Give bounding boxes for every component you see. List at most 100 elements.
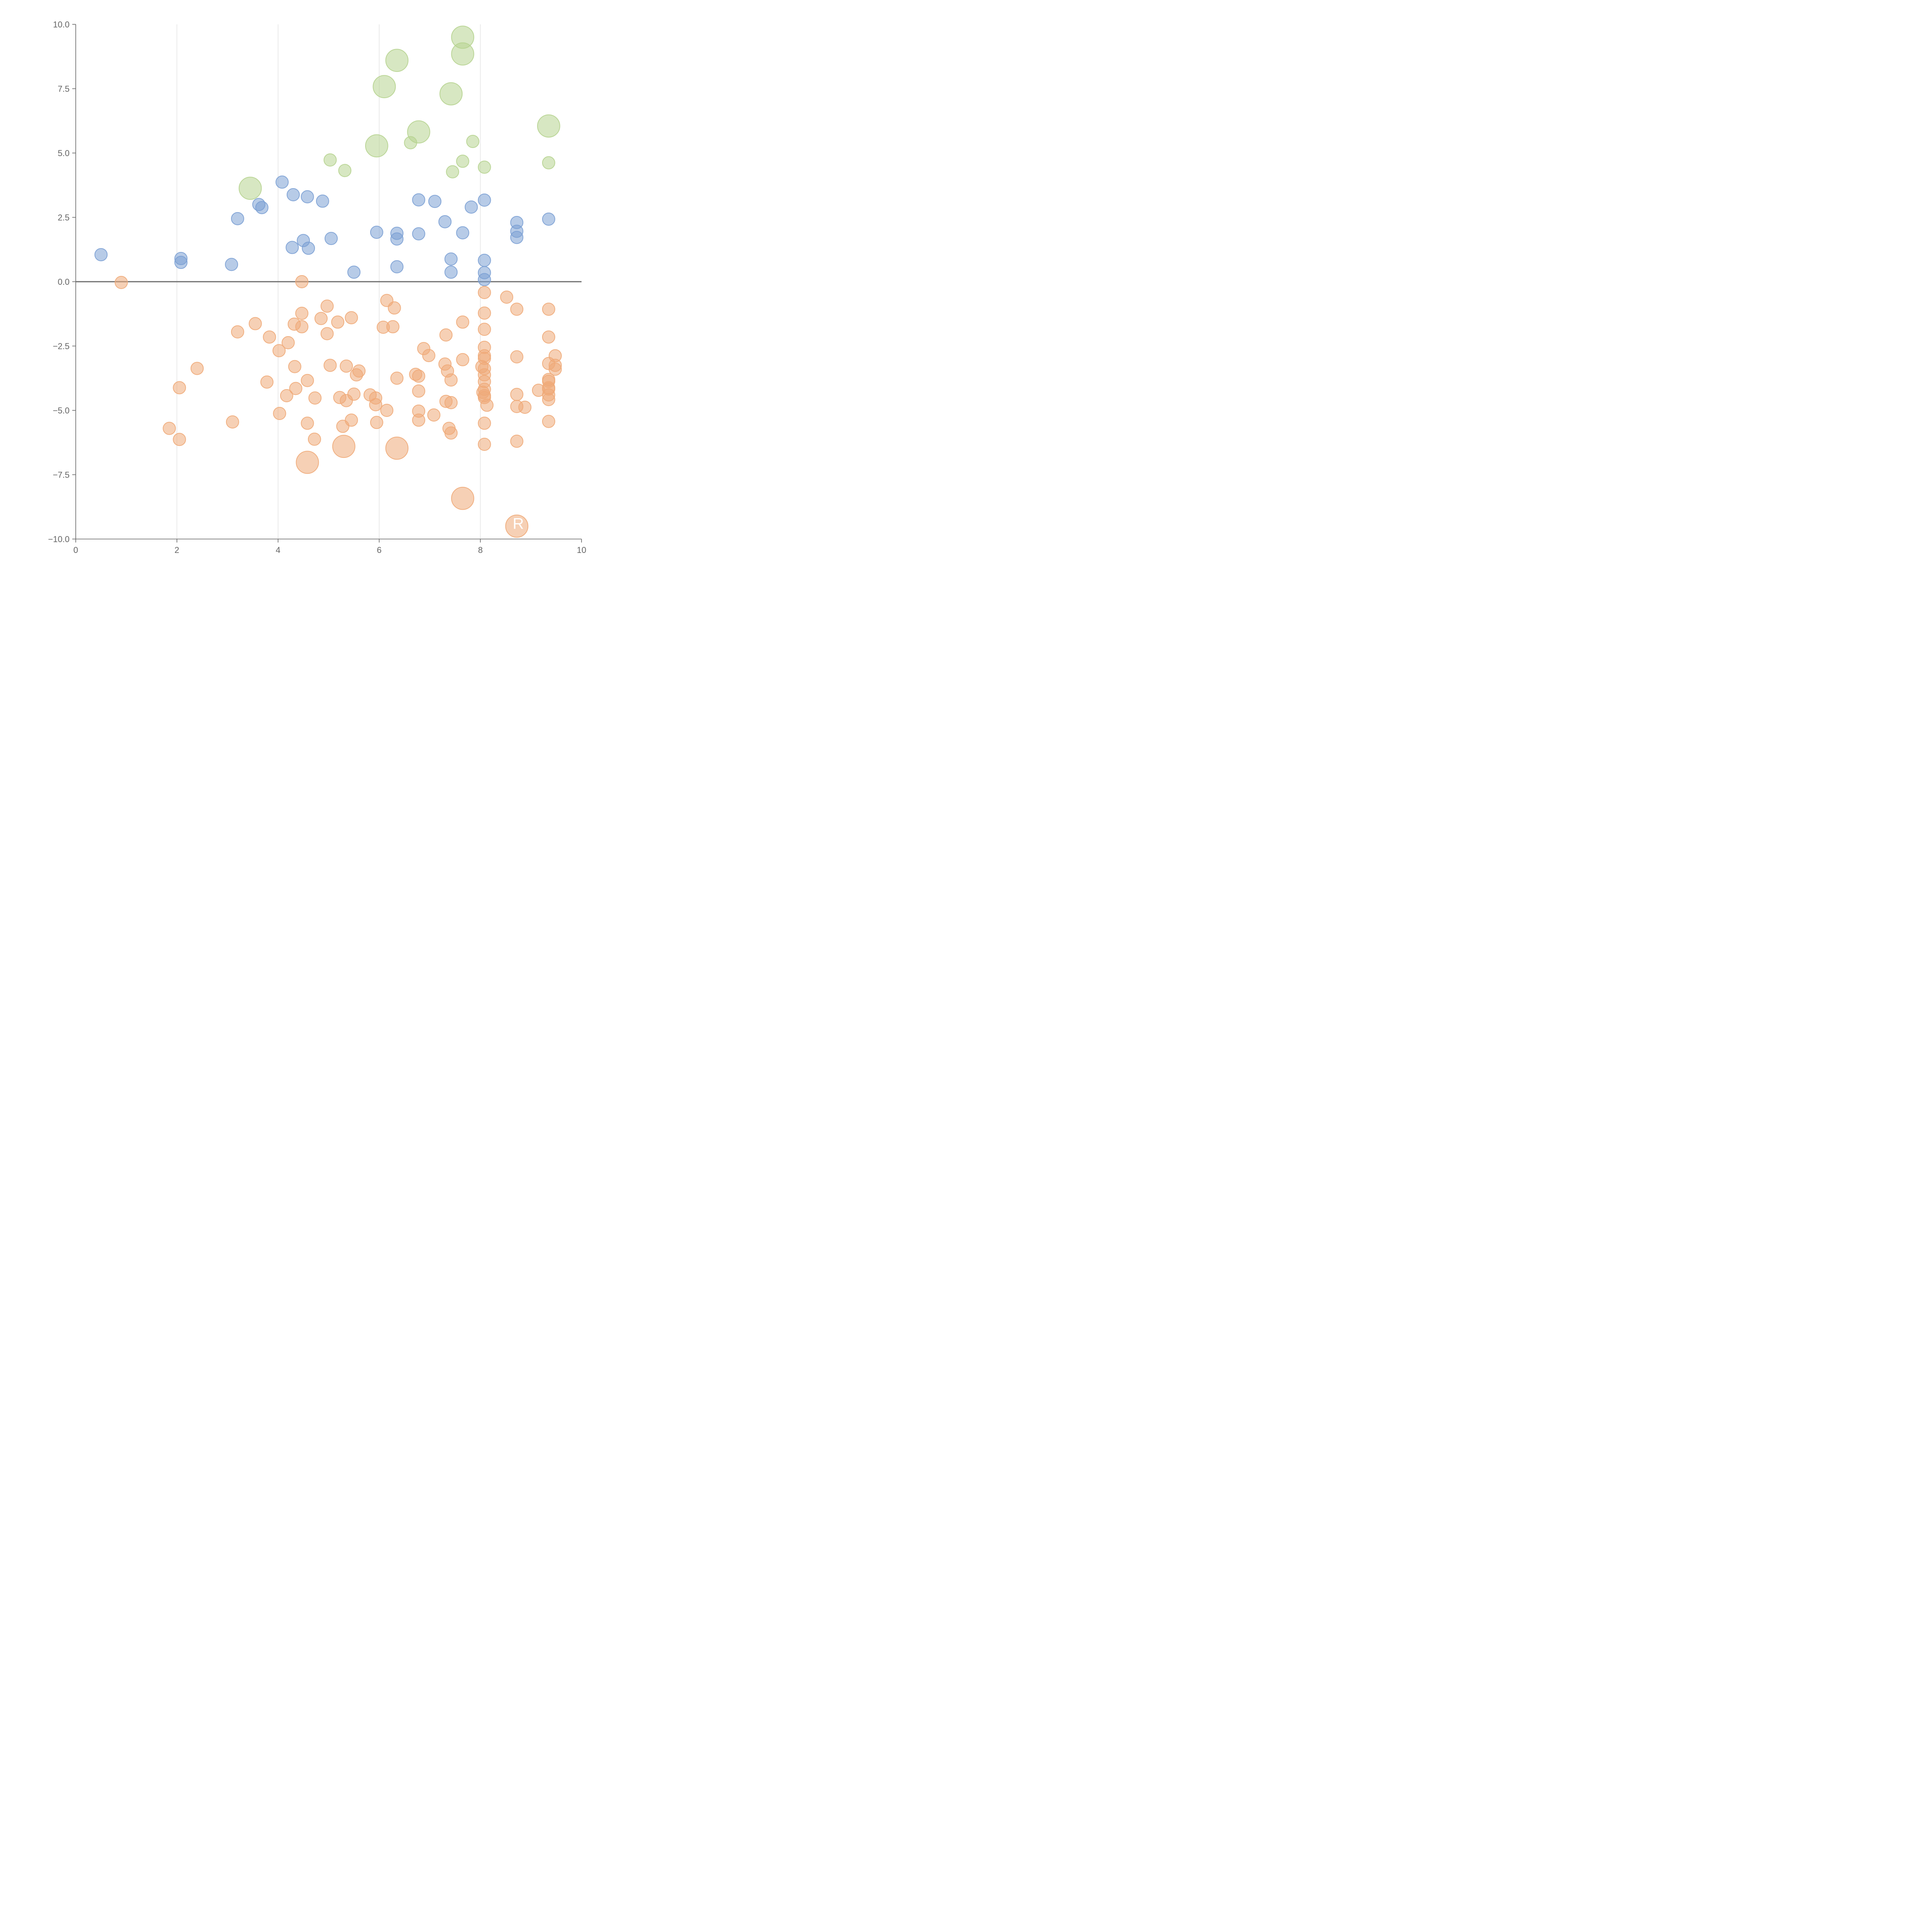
x-tick-label: 6 <box>377 545 381 555</box>
blue-data-point <box>478 253 491 267</box>
green-data-point <box>537 114 560 138</box>
blue-data-point <box>464 200 478 214</box>
blue-data-point <box>316 194 329 208</box>
blue-data-point <box>231 212 244 225</box>
orange-data-point <box>163 422 176 435</box>
orange-data-point <box>295 306 309 320</box>
green-data-point <box>478 160 491 174</box>
orange-data-point <box>281 336 295 349</box>
orange-data-point <box>542 415 555 428</box>
orange-data-point <box>510 434 524 448</box>
green-data-point <box>542 156 555 170</box>
bubble-layer <box>94 26 562 538</box>
orange-data-point <box>386 320 400 333</box>
y-tick-label: 7.5 <box>58 84 70 94</box>
blue-data-point <box>286 188 300 201</box>
orange-data-point <box>478 417 491 430</box>
blue-data-point <box>302 242 315 255</box>
green-data-point <box>323 153 337 167</box>
orange-data-point <box>510 303 524 316</box>
orange-data-point <box>226 415 239 429</box>
orange-data-point <box>173 381 186 395</box>
x-tick-label: 4 <box>276 545 280 555</box>
orange-data-point <box>295 275 309 288</box>
orange-data-point <box>505 514 529 538</box>
scatter-chart: 10.07.55.02.50.0−2.5−5.0−7.5−10.00 2 4 6 8 10… <box>48 20 586 555</box>
orange-data-point <box>456 315 469 329</box>
blue-data-point <box>255 201 269 214</box>
blue-data-point <box>174 256 188 269</box>
orange-data-point <box>370 416 383 429</box>
x-tick-label: 0 <box>73 545 78 555</box>
orange-data-point <box>542 330 555 344</box>
green-data-point <box>456 155 469 168</box>
orange-data-point <box>510 388 524 401</box>
orange-data-point <box>542 303 555 316</box>
orange-data-point <box>427 408 440 422</box>
blue-data-point <box>542 213 555 226</box>
green-data-point <box>338 164 352 177</box>
y-tick-label: −10.0 <box>48 534 70 544</box>
blue-data-point <box>225 258 238 271</box>
blue-data-point <box>301 190 314 204</box>
orange-data-point <box>323 359 337 372</box>
blue-data-point <box>390 232 404 246</box>
blue-data-point <box>456 226 469 240</box>
orange-data-point <box>331 315 345 329</box>
x-tick-label: 10 <box>577 545 586 555</box>
blue-data-point <box>438 215 452 228</box>
y-tick-label: 10.0 <box>53 20 70 29</box>
x-tick-label: 2 <box>175 545 179 555</box>
green-data-point <box>238 177 262 200</box>
orange-data-point <box>478 323 491 336</box>
orange-data-point <box>289 382 303 395</box>
blue-data-point <box>428 195 442 208</box>
blue-data-point <box>94 248 108 262</box>
orange-data-point <box>288 360 301 373</box>
y-tick-label: 5.0 <box>58 148 70 158</box>
orange-data-point <box>388 301 401 315</box>
green-data-point <box>451 42 474 66</box>
orange-data-point <box>260 375 274 389</box>
y-tick-label: 2.5 <box>58 213 70 223</box>
orange-data-point <box>444 396 458 410</box>
green-data-point <box>385 49 409 72</box>
x-tick-label: 8 <box>478 545 483 555</box>
green-data-point <box>407 120 430 144</box>
orange-data-point <box>478 306 491 320</box>
orange-data-point <box>380 404 394 417</box>
orange-data-point <box>308 391 322 405</box>
orange-data-point <box>340 359 353 373</box>
orange-data-point <box>295 320 309 333</box>
orange-data-point <box>478 437 491 451</box>
orange-data-point <box>439 328 453 342</box>
blue-data-point <box>478 273 491 286</box>
orange-data-point <box>345 413 358 427</box>
y-tick-label: 0.0 <box>58 277 70 287</box>
orange-data-point <box>114 276 128 289</box>
orange-data-point <box>173 433 186 446</box>
annotation-layer: R <box>513 515 524 532</box>
orange-data-point <box>314 312 328 325</box>
y-tick-label: −2.5 <box>53 342 70 351</box>
y-tick-label: −7.5 <box>53 470 70 480</box>
blue-data-point <box>347 265 361 279</box>
orange-data-point <box>542 393 555 406</box>
annotation-label: R <box>513 515 524 532</box>
orange-data-point <box>456 353 469 366</box>
axis-layer: 10.0 7.5 5.0 2.5 0.0 −2.5 −5.0 −7.5 −10.00 2 4 6 8 10 <box>48 20 586 555</box>
orange-data-point <box>320 299 334 313</box>
orange-data-point <box>345 311 358 325</box>
blue-data-point <box>370 226 383 239</box>
blue-data-point <box>390 260 404 274</box>
orange-data-point <box>280 389 293 403</box>
orange-data-point <box>412 369 425 383</box>
orange-data-point <box>347 388 361 401</box>
blue-data-point <box>510 231 524 244</box>
orange-data-point <box>422 349 435 362</box>
blue-data-point <box>444 265 458 279</box>
orange-data-point <box>190 362 204 375</box>
orange-data-point <box>301 374 314 387</box>
orange-data-point <box>478 286 491 299</box>
orange-data-point <box>231 325 244 338</box>
